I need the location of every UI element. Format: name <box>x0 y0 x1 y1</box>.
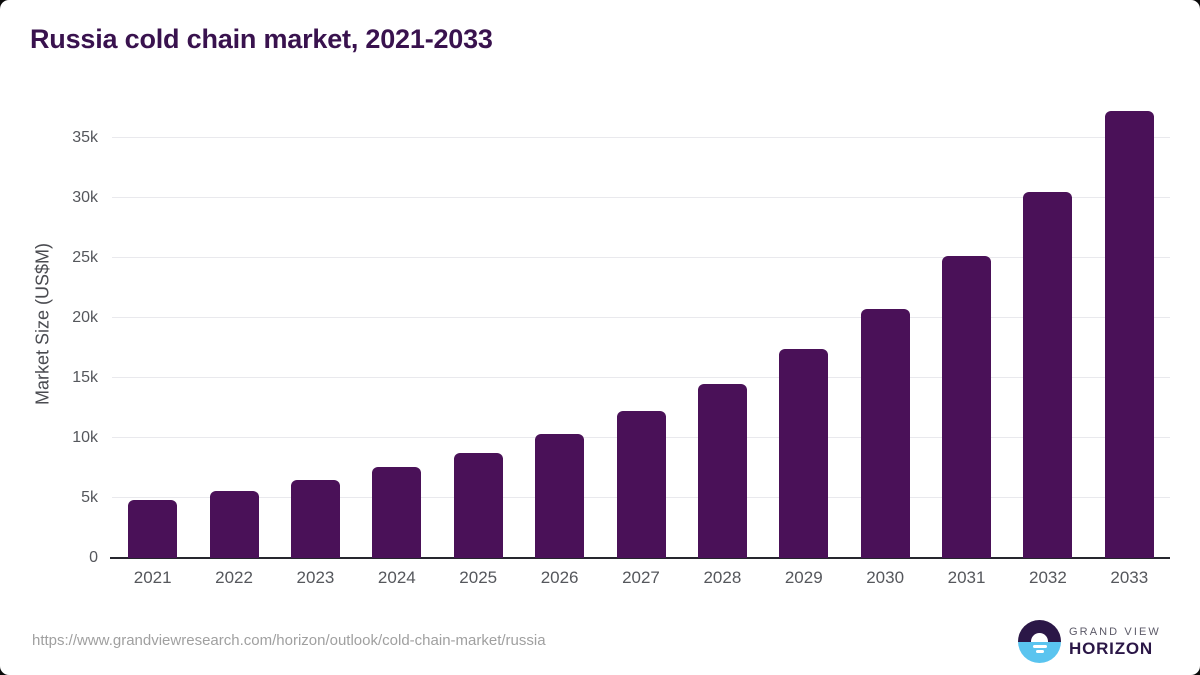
source-url: https://www.grandviewresearch.com/horizo… <box>32 632 546 649</box>
y-tick-label-25k: 25k <box>72 249 98 267</box>
x-tick-label-2030: 2030 <box>866 568 905 587</box>
x-tick-label-2021: 2021 <box>133 568 172 587</box>
x-tick-label-2023: 2023 <box>296 568 335 587</box>
y-tick-label-30k: 30k <box>72 189 98 207</box>
chart-title: Russia cold chain market, 2021-2033 <box>30 24 493 54</box>
y-tick-label-5k: 5k <box>81 489 98 507</box>
bar-2026 <box>535 433 585 558</box>
brand-logo: GRAND VIEW HORIZON <box>1018 620 1161 663</box>
x-tick-label-2031: 2031 <box>947 568 986 587</box>
bar-2023 <box>290 480 340 558</box>
logo-reflection-bar <box>1032 644 1047 648</box>
bar-2027 <box>616 411 666 558</box>
x-tick-label-2028: 2028 <box>703 568 742 587</box>
bar-2033 <box>1104 111 1154 558</box>
gridline-20k <box>112 317 1170 319</box>
bar-2025 <box>453 452 503 558</box>
x-tick-label-2029: 2029 <box>784 568 823 587</box>
bar-2031 <box>942 256 992 558</box>
gridline-15k <box>112 377 1170 379</box>
y-tick-label-35k: 35k <box>72 129 98 147</box>
x-tick-label-2024: 2024 <box>377 568 416 587</box>
x-tick-label-2027: 2027 <box>622 568 660 587</box>
logo-sky-half <box>1018 620 1061 642</box>
x-tick-label-2025: 2025 <box>459 568 498 587</box>
y-tick-label-10k: 10k <box>72 429 98 447</box>
bar-2024 <box>372 467 422 558</box>
brand-logo-text: GRAND VIEW HORIZON <box>1069 626 1161 658</box>
y-tick-label-15k: 15k <box>72 369 98 387</box>
bar-2030 <box>860 309 910 558</box>
bar-2022 <box>209 491 259 558</box>
bar-2029 <box>779 349 829 558</box>
logo-sun-shape <box>1031 632 1048 642</box>
y-tick-label-0: 0 <box>89 549 98 566</box>
bar-2032 <box>1023 192 1073 558</box>
y-tick-label-20k: 20k <box>72 309 98 327</box>
gridline-25k <box>112 257 1170 259</box>
brand-name-top: GRAND VIEW <box>1069 625 1161 638</box>
x-tick-label-2033: 2033 <box>1110 568 1149 587</box>
gridline-35k <box>112 137 1170 139</box>
brand-name-bottom: HORIZON <box>1069 638 1153 658</box>
x-axis-line <box>110 557 1170 559</box>
plot-area: 0 5k 10k 15k 20k 25k 30k 35k 2021 2022 2023 2024 202… <box>72 100 1170 587</box>
x-tick-label-2032: 2032 <box>1028 568 1067 587</box>
bar-2028 <box>697 383 747 558</box>
bar-2021 <box>128 500 178 558</box>
logo-reflection-bar <box>1035 649 1044 653</box>
x-tick-label-2022: 2022 <box>215 568 253 587</box>
x-tick-label-2026: 2026 <box>540 568 579 587</box>
horizon-sun-icon <box>1018 620 1061 663</box>
gridline-30k <box>112 197 1170 199</box>
